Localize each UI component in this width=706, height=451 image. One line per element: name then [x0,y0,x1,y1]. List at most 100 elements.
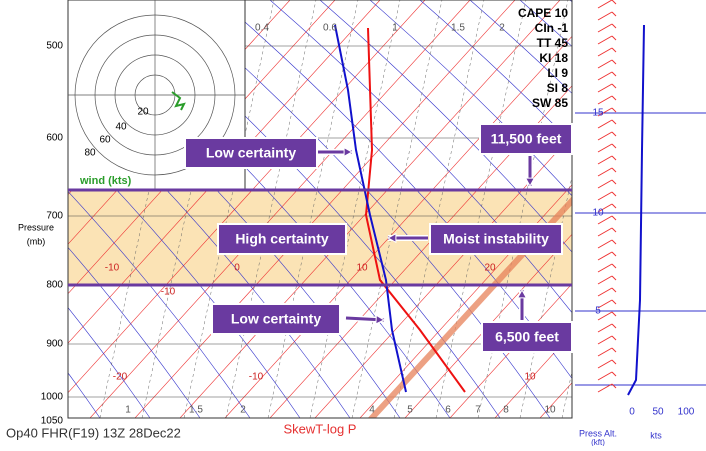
hodo-ring-label: 80 [84,148,96,159]
mixing-ratio-label: 8 [503,405,509,416]
hodo-ring-label: 40 [115,122,127,133]
isotherm [68,0,426,394]
wind-barb [597,335,613,345]
dry-adiabat [269,0,572,314]
mixing-ratio-label: 1 [125,405,131,416]
pressure-label: 1050 [41,416,64,427]
wind-barb [597,215,613,225]
wind-barb [597,263,613,273]
wind-barb [611,11,617,17]
pressure-unit: (mb) [27,236,46,246]
wind-barb [611,215,617,221]
index: CIn -1 [535,21,569,35]
mixing-ratio-label: 4 [369,405,375,416]
temperature-profile [364,27,466,393]
hodograph-label: wind (kts) [79,175,132,187]
alt-label: 15 [592,108,604,119]
callout-text: 6,500 feet [495,329,559,345]
wind-barb [597,311,613,321]
wind-barb [597,371,613,381]
wind-barb [597,227,613,237]
wind-barb [597,179,613,189]
dry-adiabat [68,89,351,418]
mixing-ratio-label: 6 [445,405,451,416]
isotherm [359,184,572,418]
mixing-ratio-label: 0.4 [255,23,269,34]
mixing-ratio-label: 2 [240,405,246,416]
callout-box [184,137,318,169]
wind-barb [597,251,613,261]
wind-barb [611,35,617,41]
alt-unit: (kft) [591,438,605,446]
wind-barb [611,83,617,89]
wind-barb [611,359,617,365]
callout-box [429,223,563,255]
wind-barb [597,143,613,153]
pressure-label: 600 [46,133,63,144]
index: KI 18 [539,51,568,65]
wind-barb [597,191,613,201]
mixing-ratio-label: 1.5 [451,23,465,34]
callout-text: Low certainty [206,145,296,161]
mixing-ratio [183,0,275,418]
index: TT 45 [537,36,569,50]
speed-label: 0 [629,407,635,418]
isotherm [89,0,471,418]
wind-barb [597,47,613,57]
hodo-trace [171,91,186,111]
wind-barb [611,311,617,317]
pressure-title: Pressure [18,222,54,232]
mixing-ratio-label: 1 [392,23,398,34]
isotherm [68,0,336,295]
index: LI 9 [547,66,568,80]
wind-barb [611,239,617,245]
dry-adiabat [670,0,706,418]
isotherm [179,0,561,418]
wind-barb [611,95,617,101]
isotherm-label: 0 [234,263,240,274]
mixing-ratio-label: 0.6 [323,23,337,34]
wind-barb [597,287,613,297]
wind-barb [611,47,617,53]
index: SW 85 [532,96,568,110]
index: SI 8 [547,81,569,95]
mixing-ratio [225,0,317,418]
dry-adiabat [68,138,301,418]
dewpoint-profile [334,24,407,393]
wind-barb [597,239,613,249]
run-label: Op40 FHR(F19) 13Z 28Dec22 [6,425,181,440]
isotherm-label: 10 [356,263,368,274]
right-panel [575,0,706,396]
mixing-ratio-label: 1.5 [189,405,203,416]
wind-barb [611,23,617,29]
isotherm [68,0,381,344]
wind-barb [597,155,613,165]
isotherm [314,134,572,418]
dry-adiabat [0,0,50,418]
pressure-label: 800 [46,280,63,291]
dry-adiabat [68,190,251,418]
wind-barb [597,71,613,81]
dry-adiabat [369,0,572,197]
mixing-ratio [309,0,401,418]
isotherm [675,0,706,418]
wind-barb [597,11,613,21]
wind-barb [597,23,613,33]
hodo-ring-label: 60 [99,135,111,146]
isotherm-label: -10 [161,287,176,298]
wind-barb [611,287,617,293]
pressure-label: 1000 [41,392,64,403]
wind-barb [597,299,613,309]
mixing-ratio [351,0,443,418]
callout-box [217,223,347,255]
arrow-head [386,232,397,244]
wind-barb [611,347,617,353]
isotherm [0,0,20,418]
arrow-head [375,314,386,325]
dry-adiabat [219,0,572,379]
callout-box [479,123,573,155]
wind-barb [611,0,617,5]
speed-unit: kts [650,430,662,440]
wind-barb [611,263,617,269]
isotherm-label: 20 [484,263,496,274]
